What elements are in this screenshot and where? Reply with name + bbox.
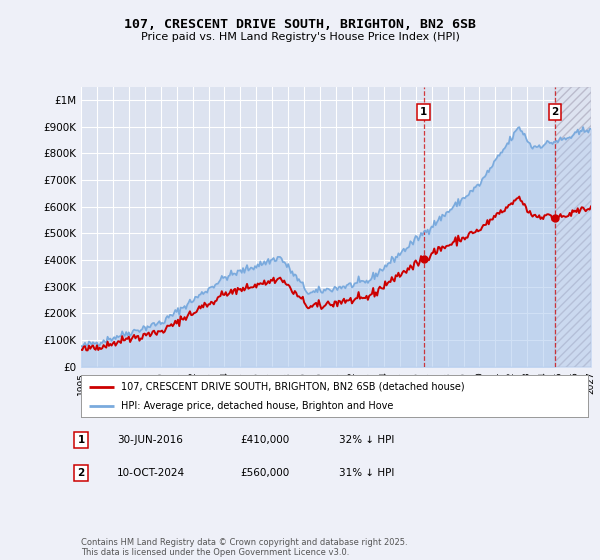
- Text: 1: 1: [77, 435, 85, 445]
- Text: 32% ↓ HPI: 32% ↓ HPI: [339, 435, 394, 445]
- Text: Price paid vs. HM Land Registry's House Price Index (HPI): Price paid vs. HM Land Registry's House …: [140, 32, 460, 43]
- Text: £560,000: £560,000: [240, 468, 289, 478]
- Text: 2: 2: [551, 107, 559, 117]
- Text: 10-OCT-2024: 10-OCT-2024: [117, 468, 185, 478]
- Text: Contains HM Land Registry data © Crown copyright and database right 2025.
This d: Contains HM Land Registry data © Crown c…: [81, 538, 407, 557]
- Text: 107, CRESCENT DRIVE SOUTH, BRIGHTON, BN2 6SB: 107, CRESCENT DRIVE SOUTH, BRIGHTON, BN2…: [124, 18, 476, 31]
- Text: 1: 1: [420, 107, 427, 117]
- Text: 2: 2: [77, 468, 85, 478]
- Text: HPI: Average price, detached house, Brighton and Hove: HPI: Average price, detached house, Brig…: [121, 401, 393, 411]
- Text: £410,000: £410,000: [240, 435, 289, 445]
- Text: 31% ↓ HPI: 31% ↓ HPI: [339, 468, 394, 478]
- Text: 107, CRESCENT DRIVE SOUTH, BRIGHTON, BN2 6SB (detached house): 107, CRESCENT DRIVE SOUTH, BRIGHTON, BN2…: [121, 381, 464, 391]
- Text: 30-JUN-2016: 30-JUN-2016: [117, 435, 183, 445]
